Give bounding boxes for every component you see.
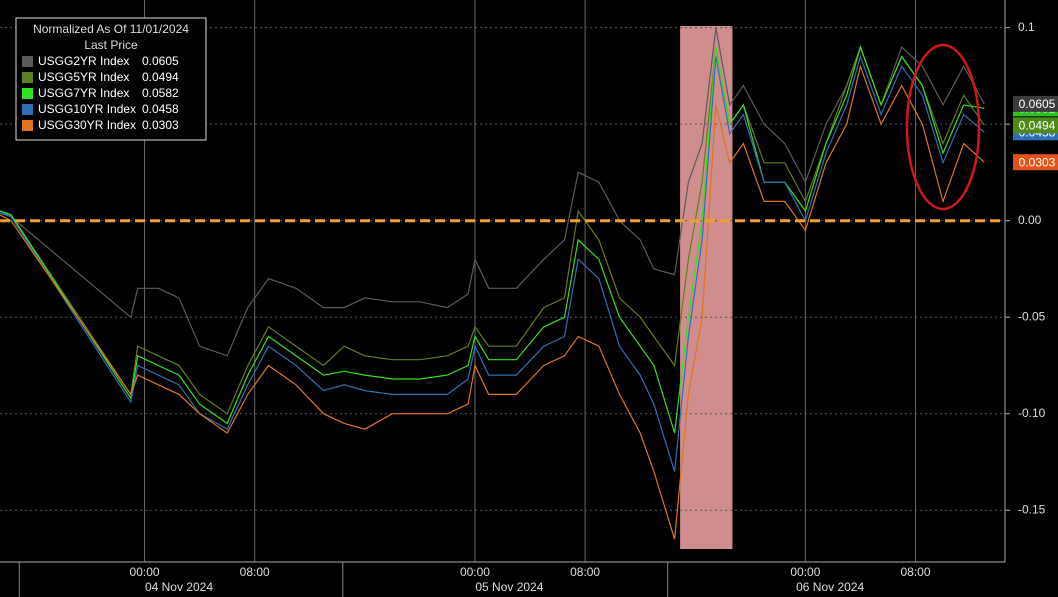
series-line	[0, 64, 985, 540]
x-tick-label: 08:00	[240, 565, 270, 579]
legend-swatch	[22, 120, 33, 131]
series-line	[0, 27, 985, 357]
y-tick-label: 0.00	[1018, 213, 1042, 227]
legend-value: 0.0458	[142, 102, 179, 116]
x-tick-label: 08:00	[570, 565, 600, 579]
price-badge-label: 0.0494	[1019, 119, 1056, 133]
legend-box	[15, 17, 207, 141]
series-line	[0, 45, 985, 415]
legend-value: 0.0494	[142, 70, 179, 84]
price-badge	[1013, 95, 1058, 112]
legend-label: USGG7YR Index	[38, 86, 129, 100]
legend-value: 0.0605	[142, 54, 179, 68]
legend-label: USGG30YR Index	[38, 118, 136, 132]
series-line	[0, 45, 985, 434]
date-label: 05 Nov 2024	[475, 580, 543, 594]
date-label: 04 Nov 2024	[145, 580, 213, 594]
legend-swatch	[22, 72, 33, 83]
legend: Normalized As Of 11/01/2024 Last Price U…	[15, 17, 207, 141]
legend-label: USGG10YR Index	[38, 102, 136, 116]
plot-area	[0, 0, 1005, 562]
y-tick-label: 0.1	[1018, 20, 1035, 34]
price-badge-label: 0.0605	[1019, 97, 1056, 111]
y-tick-label: -0.10	[1018, 406, 1046, 420]
legend-subtitle: Last Price	[84, 38, 138, 52]
price-badge	[1013, 117, 1058, 134]
legend-value: 0.0303	[142, 118, 179, 132]
x-tick-label: 00:00	[790, 565, 820, 579]
series-line	[0, 54, 985, 472]
legend-swatch	[22, 56, 33, 67]
legend-title: Normalized As Of 11/01/2024	[33, 22, 189, 36]
y-tick-label: -0.15	[1018, 502, 1046, 516]
x-tick-label: 00:00	[460, 565, 490, 579]
legend-swatch	[22, 88, 33, 99]
price-badge	[1013, 154, 1058, 171]
y-tick-label: -0.05	[1018, 309, 1046, 323]
x-tick-label: 00:00	[130, 565, 160, 579]
legend-label: USGG5YR Index	[38, 70, 129, 84]
legend-swatch	[22, 104, 33, 115]
legend-value: 0.0582	[142, 86, 179, 100]
annotation-ellipse	[905, 43, 981, 211]
price-badge-label: 0.0303	[1019, 155, 1056, 169]
x-tick-label: 08:00	[900, 565, 930, 579]
date-label: 06 Nov 2024	[796, 580, 864, 594]
legend-label: USGG2YR Index	[38, 54, 129, 68]
